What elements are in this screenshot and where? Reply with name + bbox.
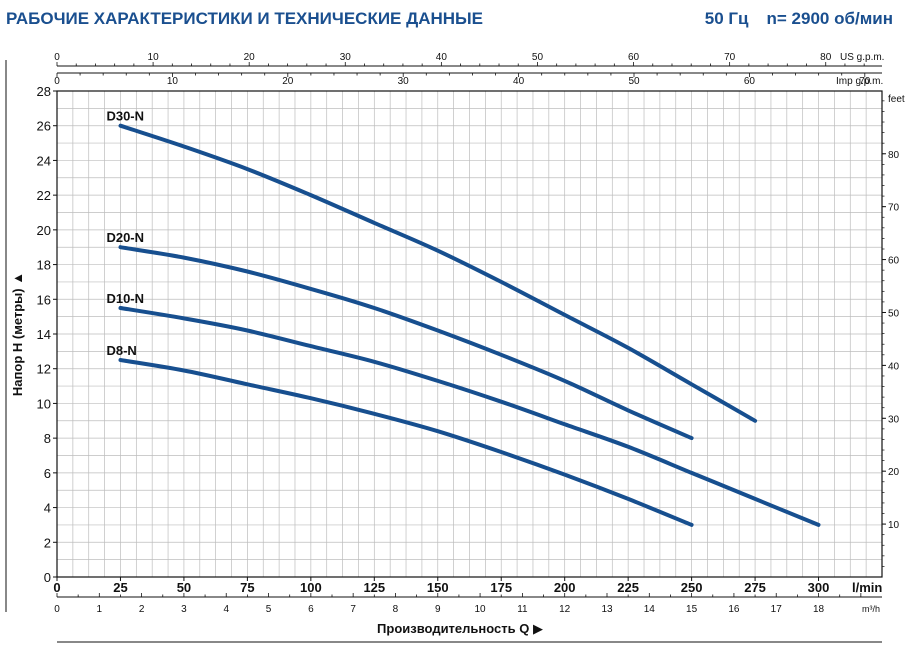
feet-tick-label: 40 <box>888 361 900 372</box>
y-tick-label: 24 <box>37 153 51 168</box>
curve-d8-n <box>118 358 694 527</box>
y-tick-label: 26 <box>37 119 51 134</box>
x-tick-label: 0 <box>53 580 60 595</box>
y-tick-label: 8 <box>44 431 51 446</box>
y-axis-title: Напор H (метры) ▲ <box>10 272 25 396</box>
m3h-tick-label: 1 <box>97 604 103 615</box>
imp-gpm-tick-label: 50 <box>628 76 640 87</box>
series-label-d30-n: D30-N <box>106 109 144 124</box>
m3h-tick-label: 8 <box>393 604 399 615</box>
imp-gpm-unit-label: Imp g.p.m. <box>836 76 883 87</box>
m3h-tick-label: 15 <box>686 604 698 615</box>
m3h-tick-label: 12 <box>559 604 571 615</box>
y-tick-label: 20 <box>37 223 51 238</box>
x-axis-title: Производительность Q ▶ <box>377 621 543 636</box>
imp-gpm-tick-label: 20 <box>282 76 294 87</box>
feet-tick-label: 60 <box>888 256 900 267</box>
imp-gpm-tick-label: 40 <box>513 76 525 87</box>
y-tick-label: 16 <box>37 292 51 307</box>
x-tick-label: 125 <box>363 580 385 595</box>
m3h-tick-label: 2 <box>139 604 145 615</box>
y-tick-label: 28 <box>37 84 51 99</box>
us-gpm-tick-label: 70 <box>724 52 736 63</box>
x-tick-label: 300 <box>808 580 830 595</box>
page-header: РАБОЧИЕ ХАРАКТЕРИСТИКИ И ТЕХНИЧЕСКИЕ ДАН… <box>0 0 911 36</box>
curve-d30-n <box>118 123 758 423</box>
series-label-d8-n: D8-N <box>106 343 136 358</box>
y-tick-label: 2 <box>44 535 51 550</box>
us-gpm-tick-label: 40 <box>436 52 448 63</box>
x-tick-label: 50 <box>177 580 191 595</box>
us-gpm-tick-label: 10 <box>148 52 160 63</box>
us-gpm-tick-label: 60 <box>628 52 640 63</box>
y-tick-label: 12 <box>37 362 51 377</box>
feet-tick-label: 20 <box>888 467 900 478</box>
axes <box>5 60 886 643</box>
series <box>118 123 821 527</box>
m3h-tick-label: 13 <box>601 604 613 615</box>
imp-gpm-tick-label: 30 <box>398 76 410 87</box>
us-gpm-tick-label: 50 <box>532 52 544 63</box>
y-tick-label: 6 <box>44 466 51 481</box>
m3h-tick-label: 4 <box>223 604 229 615</box>
us-gpm-tick-label: 80 <box>820 52 832 63</box>
feet-unit-label: feet <box>888 94 905 105</box>
speed-label: n= 2900 об/мин <box>766 9 893 28</box>
m3h-tick-label: 18 <box>813 604 825 615</box>
m3h-tick-label: 14 <box>644 604 656 615</box>
x-unit-label: l/min <box>852 580 882 595</box>
y-tick-label: 22 <box>37 188 51 203</box>
m3h-unit-label: m³/h <box>862 604 880 614</box>
x-tick-label: 100 <box>300 580 322 595</box>
imp-gpm-tick-label: 60 <box>744 76 756 87</box>
m3h-tick-label: 3 <box>181 604 187 615</box>
us-gpm-tick-label: 20 <box>244 52 256 63</box>
y-tick-label: 18 <box>37 258 51 273</box>
feet-tick-label: 30 <box>888 414 900 425</box>
x-tick-label: 275 <box>744 580 766 595</box>
x-tick-label: 175 <box>490 580 512 595</box>
m3h-tick-label: 6 <box>308 604 314 615</box>
us-gpm-unit-label: US g.p.m. <box>840 52 884 63</box>
page-title: РАБОЧИЕ ХАРАКТЕРИСТИКИ И ТЕХНИЧЕСКИЕ ДАН… <box>6 9 484 28</box>
y-tick-label: 14 <box>37 327 51 342</box>
x-tick-label: 250 <box>681 580 703 595</box>
frequency-label: 50 Гц <box>704 9 749 28</box>
m3h-tick-label: 17 <box>771 604 783 615</box>
x-tick-label: 75 <box>240 580 254 595</box>
imp-gpm-tick-label: 70 <box>859 76 871 87</box>
m3h-tick-label: 11 <box>517 604 528 615</box>
imp-gpm-tick-label: 0 <box>54 76 60 87</box>
feet-tick-label: 70 <box>888 203 900 214</box>
y-tick-label: 0 <box>44 570 51 585</box>
m3h-tick-label: 10 <box>475 604 487 615</box>
operating-conditions: 50 Гц n= 2900 об/мин <box>705 9 893 29</box>
us-gpm-tick-label: 30 <box>340 52 352 63</box>
x-tick-label: 150 <box>427 580 449 595</box>
feet-tick-label: 10 <box>888 520 900 531</box>
curve-d10-n <box>118 306 821 527</box>
curve-d20-n <box>118 245 694 441</box>
x-tick-label: 25 <box>113 580 127 595</box>
x-tick-label: 200 <box>554 580 576 595</box>
m3h-tick-label: 5 <box>266 604 272 615</box>
m3h-tick-label: 16 <box>728 604 740 615</box>
feet-tick-label: 50 <box>888 308 900 319</box>
series-label-d10-n: D10-N <box>106 291 144 306</box>
x-tick-label: 225 <box>617 580 639 595</box>
m3h-tick-label: 9 <box>435 604 441 615</box>
us-gpm-tick-label: 0 <box>54 52 60 63</box>
y-tick-label: 4 <box>44 501 51 516</box>
m3h-tick-label: 7 <box>350 604 356 615</box>
m3h-tick-label: 0 <box>54 604 60 615</box>
grid <box>56 90 883 578</box>
feet-tick-label: 80 <box>888 150 900 161</box>
imp-gpm-tick-label: 10 <box>167 76 179 87</box>
y-tick-label: 10 <box>37 396 51 411</box>
series-label-d20-n: D20-N <box>106 230 144 245</box>
